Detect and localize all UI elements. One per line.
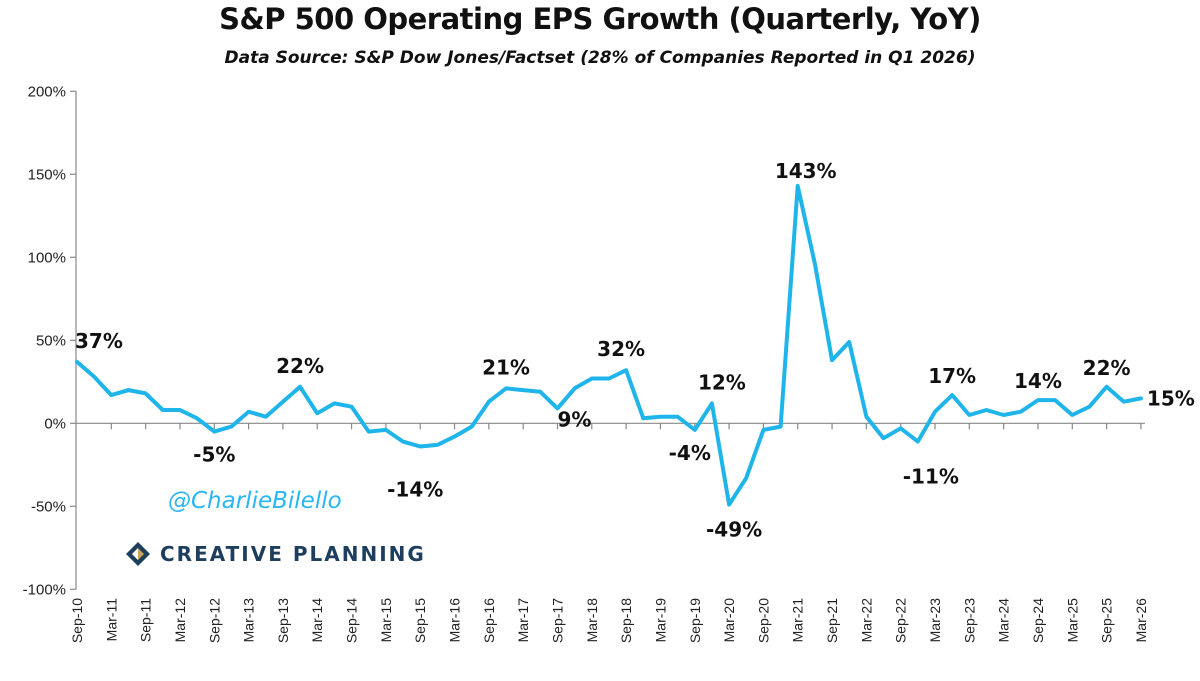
x-tick-label: Mar-14 [309,598,325,643]
x-tick-label: Mar-18 [584,598,600,643]
y-tick-label: 200% [28,83,66,100]
x-tick-label: Mar-17 [515,598,531,643]
x-tick-label: Mar-22 [858,598,874,643]
x-tick-label: Sep-11 [138,598,154,642]
data-label: 32% [597,337,645,361]
x-tick-label: Sep-22 [893,598,909,643]
x-tick-label: Sep-16 [481,598,497,643]
x-tick-label: Sep-21 [824,598,840,643]
x-tick-label: Mar-16 [447,598,463,643]
x-tick-label: Mar-19 [652,598,668,643]
data-label: 37% [75,329,123,353]
x-tick-label: Sep-24 [1030,598,1046,643]
chart-title: S&P 500 Operating EPS Growth (Quarterly,… [219,2,981,36]
data-label: 17% [928,364,976,388]
x-tick-label: Sep-15 [412,598,428,643]
y-tick-label: 150% [28,166,66,183]
x-tick-label: Sep-14 [344,598,360,643]
data-label: -14% [387,478,443,502]
x-tick-label: Sep-13 [275,598,291,643]
y-tick-label: 0% [44,415,66,432]
x-tick-label: Sep-19 [687,598,703,643]
x-tick-label: Mar-21 [790,598,806,643]
x-tick-label: Sep-25 [1099,598,1115,643]
x-tick-label: Mar-25 [1064,598,1080,643]
data-label: 22% [276,354,324,378]
logo-icon [126,542,150,566]
author-handle: @CharlieBilello [168,488,342,514]
x-tick-label: Sep-12 [206,598,222,643]
creative-planning-logo: CREATIVE PLANNING [124,540,426,568]
x-tick-label: Mar-12 [172,598,188,643]
chart-subtitle: Data Source: S&P Dow Jones/Factset (28% … [224,48,976,68]
data-label: -4% [669,441,711,465]
x-tick-label: Sep-20 [755,598,771,643]
x-tick-label: Sep-23 [961,598,977,643]
x-tick-label: Sep-10 [69,598,85,643]
data-label: 14% [1014,369,1062,393]
x-tick-label: Mar-23 [927,598,943,643]
x-tick-label: Mar-11 [103,598,119,642]
x-tick-label: Mar-20 [721,598,737,643]
data-label: 143% [775,159,837,183]
data-label: 15% [1147,386,1195,410]
y-tick-label: -100% [23,581,66,598]
data-label: -49% [706,518,762,542]
x-tick-label: Mar-26 [1133,598,1149,643]
x-tick-label: Sep-17 [549,598,565,643]
data-label: 22% [1083,356,1131,380]
x-tick-label: Mar-24 [996,598,1012,643]
data-label: -11% [903,465,959,489]
data-label: 9% [557,407,591,431]
y-tick-label: -50% [31,498,66,515]
data-label: -5% [193,443,235,467]
x-tick-label: Mar-13 [241,598,257,643]
data-label: 12% [698,370,746,394]
y-tick-label: 100% [28,249,66,266]
x-tick-label: Mar-15 [378,598,394,643]
logo-text: CREATIVE PLANNING [160,542,426,566]
y-tick-label: 50% [36,332,66,349]
data-label: 21% [482,355,530,379]
x-tick-label: Sep-18 [618,598,634,643]
